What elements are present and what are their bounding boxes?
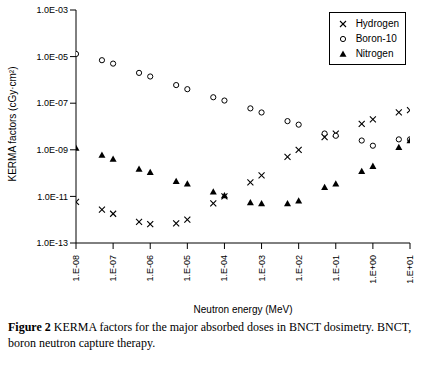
html-text:Nitrogen: Nitrogen <box>355 48 394 59</box>
svg-text:1.0E-09: 1.0E-09 <box>36 145 68 155</box>
svg-text:1.E-06: 1.E-06 <box>145 255 155 282</box>
svg-text:Neutron energy (MeV): Neutron energy (MeV) <box>194 304 293 315</box>
svg-text:1.E-07: 1.E-07 <box>108 255 118 282</box>
svg-text:1.0E-03: 1.0E-03 <box>36 5 68 15</box>
svg-text:1.E-01: 1.E-01 <box>331 255 341 282</box>
svg-text:1.E-08: 1.E-08 <box>71 255 81 282</box>
svg-text:1.E-03: 1.E-03 <box>257 255 267 282</box>
html-text:Boron-10: Boron-10 <box>355 33 397 44</box>
svg-text:1.E+01: 1.E+01 <box>405 255 415 284</box>
svg-text:KERMA factors (cGy·cm²): KERMA factors (cGy·cm²) <box>8 66 18 181</box>
html-text:Hydrogen: Hydrogen <box>355 18 399 29</box>
svg-text:1.E-02: 1.E-02 <box>294 255 304 282</box>
svg-text:1.E-04: 1.E-04 <box>219 255 229 282</box>
svg-text:1.0E-13: 1.0E-13 <box>36 238 68 248</box>
svg-text:1.E+00: 1.E+00 <box>368 255 378 284</box>
svg-text:1.E-05: 1.E-05 <box>182 255 192 282</box>
svg-text:1.0E-07: 1.0E-07 <box>36 98 68 108</box>
svg-text:1.0E-11: 1.0E-11 <box>37 192 68 202</box>
svg-text:1.0E-05: 1.0E-05 <box>36 52 68 62</box>
html-text:Figure 2 KERMA factors for the: Figure 2 KERMA factors for the major abs… <box>8 320 412 350</box>
